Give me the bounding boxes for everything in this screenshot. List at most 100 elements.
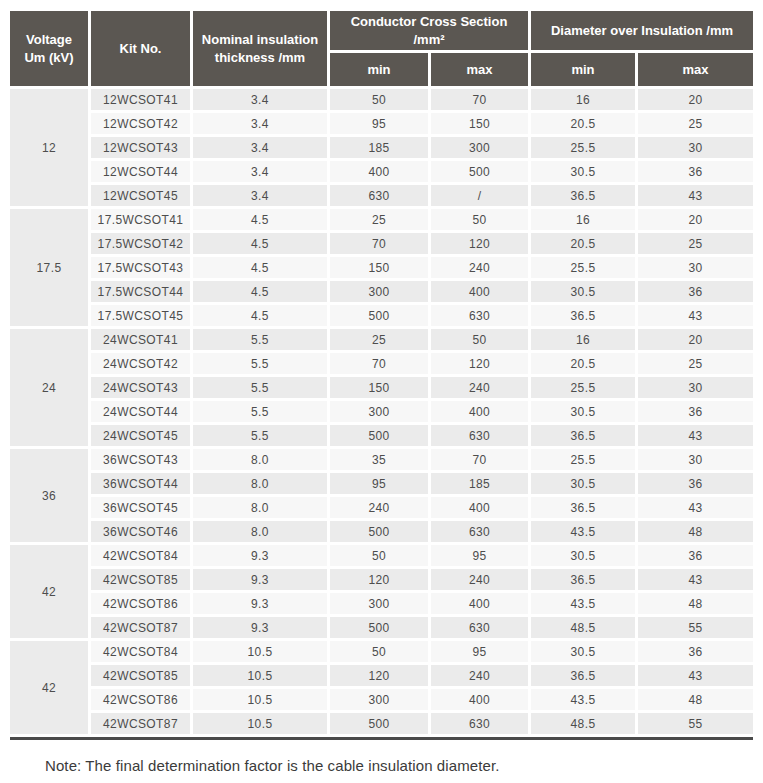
ccs-max-cell: 50 xyxy=(431,209,528,230)
ccs-max-cell: 70 xyxy=(431,449,528,470)
doi-min-cell: 36.5 xyxy=(531,665,635,686)
doi-min-cell: 48.5 xyxy=(531,617,635,638)
doi-min-cell: 25.5 xyxy=(531,257,635,278)
doi-max-cell: 48 xyxy=(638,689,753,710)
ccs-min-cell: 150 xyxy=(330,377,428,398)
thickness-cell: 8.0 xyxy=(193,497,327,518)
table-row: 36WCSOT448.09518530.536 xyxy=(10,473,753,494)
doi-min-cell: 36.5 xyxy=(531,185,635,206)
ccs-max-cell: 300 xyxy=(431,137,528,158)
table-row: 17.5WCSOT424.57012020.525 xyxy=(10,233,753,254)
kit-no-cell: 42WCSOT87 xyxy=(91,713,190,734)
voltage-cell: 36 xyxy=(10,449,88,542)
doi-min-cell: 43.5 xyxy=(531,593,635,614)
thickness-cell: 3.4 xyxy=(193,137,327,158)
table-row: 42WCSOT879.350063048.555 xyxy=(10,617,753,638)
kit-no-cell: 42WCSOT85 xyxy=(91,665,190,686)
kit-no-cell: 17.5WCSOT43 xyxy=(91,257,190,278)
voltage-cell: 24 xyxy=(10,329,88,446)
doi-min-cell: 43.5 xyxy=(531,689,635,710)
thickness-cell: 3.4 xyxy=(193,89,327,110)
thickness-cell: 4.5 xyxy=(193,281,327,302)
doi-max-cell: 43 xyxy=(638,497,753,518)
thickness-cell: 3.4 xyxy=(193,185,327,206)
ccs-max-cell: 400 xyxy=(431,593,528,614)
table-row: 42WCSOT8710.550063048.555 xyxy=(10,713,753,734)
table-row: 12WCSOT443.440050030.536 xyxy=(10,161,753,182)
thickness-cell: 10.5 xyxy=(193,713,327,734)
ccs-max-cell: 70 xyxy=(431,89,528,110)
ccs-min-cell: 500 xyxy=(330,713,428,734)
ccs-min-cell: 300 xyxy=(330,593,428,614)
table-row: 17.517.5WCSOT414.525501620 xyxy=(10,209,753,230)
thickness-cell: 10.5 xyxy=(193,689,327,710)
doi-min-cell: 30.5 xyxy=(531,473,635,494)
header-voltage: Voltage Um (kV) xyxy=(10,11,88,86)
thickness-cell: 4.5 xyxy=(193,257,327,278)
header-diameter-over-insulation: Diameter over Insulation /mm xyxy=(531,11,753,50)
ccs-max-cell: 400 xyxy=(431,497,528,518)
insulation-kit-table: Voltage Um (kV) Kit No. Nominal insulati… xyxy=(7,8,756,737)
kit-no-cell: 36WCSOT45 xyxy=(91,497,190,518)
table-row: 17.5WCSOT434.515024025.530 xyxy=(10,257,753,278)
ccs-min-cell: 50 xyxy=(330,89,428,110)
doi-max-cell: 30 xyxy=(638,257,753,278)
table-header: Voltage Um (kV) Kit No. Nominal insulati… xyxy=(10,11,753,86)
header-conductor-cross-section: Conductor Cross Section /mm² xyxy=(330,11,528,50)
doi-min-cell: 30.5 xyxy=(531,401,635,422)
page: Voltage Um (kV) Kit No. Nominal insulati… xyxy=(0,0,763,783)
kit-no-cell: 24WCSOT42 xyxy=(91,353,190,374)
ccs-max-cell: 500 xyxy=(431,161,528,182)
kit-no-cell: 42WCSOT84 xyxy=(91,641,190,662)
ccs-min-cell: 500 xyxy=(330,425,428,446)
doi-min-cell: 20.5 xyxy=(531,233,635,254)
table-row: 4242WCSOT849.3509530.536 xyxy=(10,545,753,566)
ccs-min-cell: 35 xyxy=(330,449,428,470)
table-row: 36WCSOT468.050063043.548 xyxy=(10,521,753,542)
ccs-min-cell: 150 xyxy=(330,257,428,278)
kit-no-cell: 12WCSOT44 xyxy=(91,161,190,182)
ccs-min-cell: 630 xyxy=(330,185,428,206)
table-row: 42WCSOT869.330040043.548 xyxy=(10,593,753,614)
kit-no-cell: 12WCSOT45 xyxy=(91,185,190,206)
table-row: 4242WCSOT8410.5509530.536 xyxy=(10,641,753,662)
kit-no-cell: 24WCSOT44 xyxy=(91,401,190,422)
footnote: Note: The final determination factor is … xyxy=(45,757,753,774)
ccs-max-cell: 630 xyxy=(431,713,528,734)
doi-min-cell: 36.5 xyxy=(531,425,635,446)
table-row: 2424WCSOT415.525501620 xyxy=(10,329,753,350)
doi-max-cell: 43 xyxy=(638,425,753,446)
ccs-max-cell: 240 xyxy=(431,257,528,278)
table-row: 17.5WCSOT454.550063036.543 xyxy=(10,305,753,326)
ccs-max-cell: 400 xyxy=(431,401,528,422)
thickness-cell: 5.5 xyxy=(193,353,327,374)
ccs-max-cell: / xyxy=(431,185,528,206)
ccs-min-cell: 500 xyxy=(330,521,428,542)
doi-max-cell: 48 xyxy=(638,593,753,614)
kit-no-cell: 42WCSOT85 xyxy=(91,569,190,590)
doi-max-cell: 36 xyxy=(638,641,753,662)
ccs-max-cell: 400 xyxy=(431,689,528,710)
kit-no-cell: 36WCSOT46 xyxy=(91,521,190,542)
ccs-min-cell: 300 xyxy=(330,689,428,710)
thickness-cell: 3.4 xyxy=(193,113,327,134)
kit-no-cell: 17.5WCSOT44 xyxy=(91,281,190,302)
table-row: 12WCSOT423.49515020.525 xyxy=(10,113,753,134)
ccs-max-cell: 240 xyxy=(431,569,528,590)
kit-no-cell: 24WCSOT45 xyxy=(91,425,190,446)
doi-min-cell: 30.5 xyxy=(531,641,635,662)
kit-no-cell: 24WCSOT41 xyxy=(91,329,190,350)
table-row: 24WCSOT425.57012020.525 xyxy=(10,353,753,374)
ccs-min-cell: 70 xyxy=(330,233,428,254)
ccs-min-cell: 300 xyxy=(330,401,428,422)
table-row: 12WCSOT433.418530025.530 xyxy=(10,137,753,158)
ccs-max-cell: 95 xyxy=(431,545,528,566)
ccs-min-cell: 120 xyxy=(330,569,428,590)
table-row: 17.5WCSOT444.530040030.536 xyxy=(10,281,753,302)
doi-max-cell: 30 xyxy=(638,449,753,470)
thickness-cell: 5.5 xyxy=(193,377,327,398)
ccs-max-cell: 185 xyxy=(431,473,528,494)
doi-min-cell: 16 xyxy=(531,329,635,350)
thickness-cell: 10.5 xyxy=(193,665,327,686)
kit-no-cell: 17.5WCSOT45 xyxy=(91,305,190,326)
